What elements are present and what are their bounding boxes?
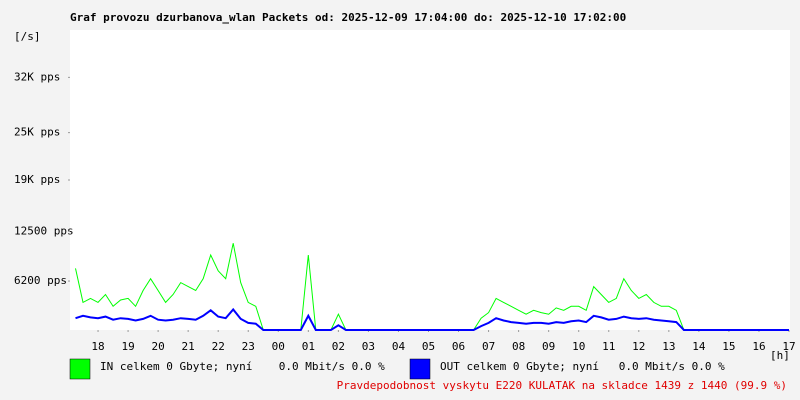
x-tick-label: 14 <box>692 340 706 353</box>
x-tick-label: 23 <box>242 340 255 353</box>
y-tick-label: 6200 pps <box>14 274 67 287</box>
x-tick-label: 12 <box>632 340 645 353</box>
legend-label: IN celkem 0 Gbyte; nyní 0.0 Mbit/s 0.0 % <box>100 360 385 373</box>
x-tick-label: 18 <box>91 340 104 353</box>
series-line <box>75 307 789 331</box>
x-tick-label: 01 <box>302 340 315 353</box>
x-tick-label: 08 <box>512 340 525 353</box>
x-tick-label: 19 <box>121 340 134 353</box>
x-tick-label: 04 <box>392 340 406 353</box>
chart-title: Graf provozu dzurbanova_wlan Packets od:… <box>70 11 626 24</box>
x-tick-label: 21 <box>182 340 195 353</box>
x-tick-label: 09 <box>542 340 555 353</box>
legend-label: OUT celkem 0 Gbyte; nyní 0.0 Mbit/s 0.0 … <box>440 360 725 373</box>
y-unit: [/s] <box>14 30 41 43</box>
x-unit: [h] <box>770 349 790 362</box>
y-tick-label: 12500 pps <box>14 224 74 237</box>
legend-swatch <box>409 358 431 380</box>
x-tick-label: 05 <box>422 340 435 353</box>
plot-area <box>70 30 790 330</box>
x-tick-label: 11 <box>602 340 615 353</box>
x-tick-label: 03 <box>362 340 375 353</box>
note: Pravdepodobnost vyskytu E220 KULATAK na … <box>337 379 787 392</box>
x-tick-label: 00 <box>272 340 285 353</box>
y-tick-label: 25K pps <box>14 126 60 139</box>
x-tick-label: 07 <box>482 340 495 353</box>
x-tick-label: 15 <box>722 340 735 353</box>
x-tick-label: 17 <box>782 340 795 353</box>
x-tick-label: 16 <box>752 340 765 353</box>
y-tick-label: 32K pps <box>14 70 60 83</box>
x-tick-label: 20 <box>151 340 164 353</box>
x-tick-label: 06 <box>452 340 465 353</box>
x-tick-label: 02 <box>332 340 345 353</box>
x-tick-label: 22 <box>212 340 225 353</box>
legend-swatch <box>69 358 91 380</box>
x-tick-label: 13 <box>662 340 675 353</box>
x-tick-label: 10 <box>572 340 585 353</box>
y-tick-label: 19K pps <box>14 173 60 186</box>
